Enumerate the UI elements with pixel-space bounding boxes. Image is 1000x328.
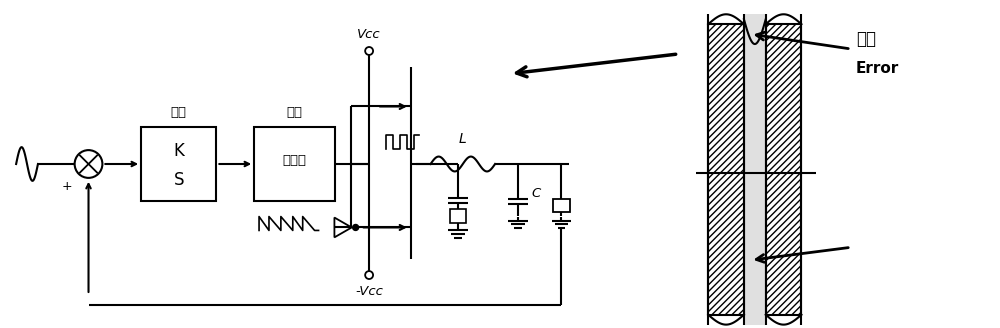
Text: Vcc: Vcc (357, 28, 381, 41)
Text: +: + (62, 180, 73, 193)
Text: 误差: 误差 (856, 30, 876, 48)
Bar (450, 209, 466, 222)
Text: S: S (173, 171, 184, 189)
Text: Error: Error (856, 61, 899, 76)
Text: -Vcc: -Vcc (355, 285, 383, 298)
Circle shape (353, 224, 359, 231)
Bar (766, 24, 801, 315)
Bar (708, 24, 744, 315)
Text: K: K (173, 142, 184, 160)
Bar (553, 199, 570, 212)
Text: C: C (532, 187, 541, 200)
Text: 比较器: 比较器 (283, 154, 307, 167)
Bar (744, 14, 766, 325)
Text: 积分: 积分 (171, 106, 187, 119)
Text: L: L (459, 132, 467, 146)
Bar (254, 127, 335, 201)
Bar (141, 127, 216, 201)
Text: 量化: 量化 (287, 106, 303, 119)
